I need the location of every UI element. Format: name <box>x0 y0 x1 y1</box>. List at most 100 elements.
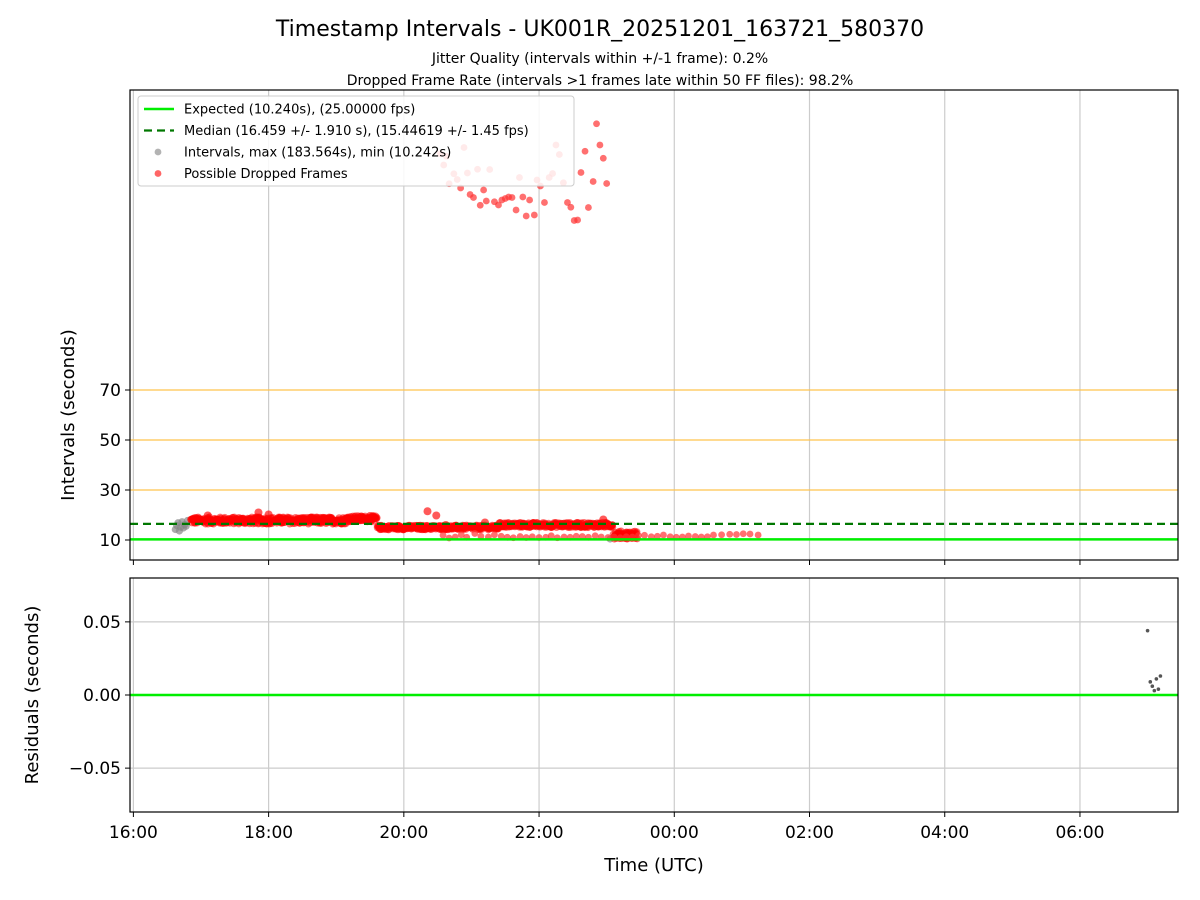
dropped-frame-point <box>476 201 484 209</box>
dropped-frame-point <box>477 532 485 540</box>
intervals-x-ticks <box>132 560 1081 565</box>
x-tick-label: 16:00 <box>109 823 158 843</box>
residuals-y-axis-label: Residuals (seconds) <box>22 606 43 785</box>
legend-entry-label: Median (16.459 +/- 1.910 s), (15.44619 +… <box>184 124 529 139</box>
x-tick-label: 20:00 <box>379 823 428 843</box>
legend-swatch-dot <box>154 170 162 177</box>
dropped-frame-point <box>733 531 740 538</box>
dropped-frame-point <box>254 508 263 517</box>
dropped-frame-point <box>457 531 465 539</box>
dropped-frame-point <box>577 169 585 176</box>
interval-threshold-lines <box>130 389 1178 491</box>
residual-point <box>1148 680 1153 684</box>
dropped-frame-point <box>522 212 530 220</box>
legend-entry-label: Possible Dropped Frames <box>184 167 348 182</box>
dropped-frame-point <box>526 196 533 204</box>
intervals-y-axis-label: Intervals (seconds) <box>58 329 79 501</box>
intervals-y-tick-label: 30 <box>99 481 121 501</box>
dropped-frame-point <box>541 199 548 206</box>
dropped-frame-point <box>718 531 726 539</box>
dropped-frame-point <box>423 507 432 516</box>
residuals-y-tick-label: 0.05 <box>83 613 121 633</box>
residuals-data <box>130 628 1178 697</box>
dropped-frame-point <box>593 120 600 128</box>
dropped-frame-point <box>512 206 520 214</box>
dropped-frame-point <box>685 532 692 540</box>
residuals-x-ticks: 16:00 18:00 20:00 22:00 00:00 02:00 04:00 06:00 <box>109 812 1104 843</box>
dropped-frame-point <box>641 531 648 539</box>
residual-point <box>1156 687 1161 691</box>
dropped-frame-point <box>508 194 516 201</box>
intervals-y-tick-label: 50 <box>99 431 121 451</box>
legend-entry-label: Intervals, max (183.564s), min (10.242s) <box>184 146 451 161</box>
x-tick-label: 00:00 <box>650 823 699 843</box>
dropped-frame-point <box>599 515 608 524</box>
residual-point <box>1145 628 1150 633</box>
residual-point <box>1158 674 1163 678</box>
dropped-frame-point <box>432 511 441 520</box>
residuals-panel: 0.05 0.00 −0.05 16:00 18:00 20:00 22:00 00:00 0… <box>22 577 1179 876</box>
dropped-frame-point <box>491 531 498 539</box>
dropped-frame-point <box>530 211 538 219</box>
dropped-frame-point <box>264 510 273 519</box>
intervals-axes-frame <box>129 89 1179 561</box>
legend-entry-label: Expected (10.240s), (25.00000 fps) <box>184 103 415 118</box>
chart-subtitle-dropped: Dropped Frame Rate (intervals >1 frames … <box>347 73 854 89</box>
dropped-frame-point <box>726 530 734 538</box>
intervals-data <box>130 120 1178 543</box>
dropped-frame-point <box>754 531 762 539</box>
x-tick-label: 22:00 <box>515 823 564 843</box>
chart-title: Timestamp Intervals - UK001R_20251201_16… <box>275 17 924 42</box>
x-tick-label: 02:00 <box>785 823 834 843</box>
dropped-frame-point <box>746 530 754 538</box>
legend-box <box>137 95 575 187</box>
dropped-frame-point <box>439 531 447 539</box>
dropped-frame-point <box>480 518 489 527</box>
chart-subtitle-jitter: Jitter Quality (intervals within +/-1 fr… <box>431 51 768 67</box>
intervals-y-tick-label: 10 <box>99 531 121 551</box>
x-tick-label: 04:00 <box>920 823 969 843</box>
dropped-frame-point <box>660 531 667 539</box>
dropped-frame-point <box>591 532 599 540</box>
intervals-y-tick-label: 70 <box>99 381 121 401</box>
dropped-frame-point <box>574 216 581 224</box>
dropped-frame-point <box>609 523 617 531</box>
dropped-frame-point <box>710 531 717 539</box>
dropped-frame-point <box>482 197 490 205</box>
dropped-frame-point <box>495 201 502 209</box>
dropped-frame-point <box>564 199 571 206</box>
dropped-frame-point <box>547 532 555 540</box>
residual-point <box>1154 677 1159 681</box>
intervals-y-ticks: 10 30 50 70 <box>99 381 130 551</box>
residuals-x-axis-label: Time (UTC) <box>603 855 704 876</box>
residuals-y-tick-label: 0.00 <box>83 686 121 706</box>
dropped-frame-point <box>470 194 477 201</box>
intervals-panel: 10 30 50 70 Intervals (seconds) Expected (1… <box>58 89 1179 565</box>
dropped-frame-point <box>635 532 642 539</box>
dropped-frame-point <box>441 521 450 529</box>
residuals-y-tick-label: −0.05 <box>69 759 121 779</box>
dropped-frame-point <box>653 532 661 540</box>
dropped-frame-point <box>589 178 597 185</box>
legend-swatch-dot <box>154 148 162 156</box>
residual-point <box>1150 684 1155 689</box>
dropped-frame-point <box>519 193 527 201</box>
dropped-frame-point <box>739 530 747 538</box>
residual-point <box>1152 688 1157 693</box>
x-tick-label: 18:00 <box>244 823 293 843</box>
dropped-frame-point <box>599 154 607 162</box>
legend: Expected (10.240s), (25.00000 fps) Median… <box>137 95 575 187</box>
dropped-frame-point <box>471 530 479 537</box>
legend-items: Expected (10.240s), (25.00000 fps) Median… <box>144 103 529 182</box>
dropped-frame-point <box>497 532 505 540</box>
dropped-frame-point <box>603 180 611 187</box>
dropped-frame-point <box>480 186 488 194</box>
dropped-frame-point <box>567 203 575 211</box>
dropped-frame-point <box>596 141 604 149</box>
dropped-frame-point <box>585 204 592 211</box>
x-tick-label: 06:00 <box>1055 823 1104 843</box>
dropped-frame-point <box>371 514 380 523</box>
dropped-frame-point <box>203 511 212 520</box>
residuals-y-ticks: 0.05 0.00 −0.05 <box>69 613 130 779</box>
